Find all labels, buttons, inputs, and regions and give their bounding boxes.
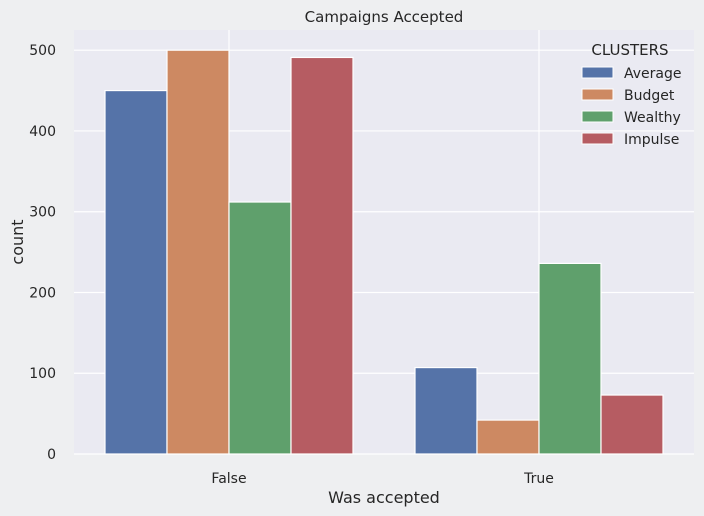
chart-title: Campaigns Accepted	[305, 8, 464, 26]
y-tick-label: 100	[29, 366, 56, 382]
bar-budget-false	[166, 49, 230, 455]
legend-swatch-average	[581, 66, 614, 79]
y-tick-label: 300	[29, 205, 56, 221]
legend-swatch-impulse	[581, 132, 614, 145]
y-axis-label: count	[8, 219, 27, 264]
legend-label-impulse: Impulse	[624, 132, 679, 148]
y-tick-label: 200	[29, 285, 56, 301]
bar-average-false	[104, 89, 168, 455]
y-tick-label: 500	[29, 43, 56, 59]
legend-swatch-wealthy	[581, 110, 614, 123]
bar-average-true	[414, 366, 478, 455]
y-tick-label: 400	[29, 124, 56, 140]
x-ticks: False True	[211, 471, 553, 487]
bar-budget-true	[476, 419, 540, 455]
bar-wealthy-false	[228, 201, 292, 455]
bar-impulse-true	[600, 394, 664, 455]
legend-title: CLUSTERS	[591, 41, 668, 59]
x-axis-label: Was accepted	[328, 488, 440, 507]
x-tick-label: False	[211, 471, 246, 487]
legend-label-average: Average	[624, 66, 682, 82]
bar-wealthy-true	[538, 262, 602, 455]
legend-swatch-budget	[581, 88, 614, 101]
legend-label-wealthy: Wealthy	[624, 110, 681, 126]
y-ticks: 0 100 200 300 400 500	[29, 43, 56, 463]
y-tick-label: 0	[47, 447, 56, 463]
x-tick-label: True	[523, 471, 554, 487]
bars	[104, 49, 664, 455]
legend-label-budget: Budget	[624, 88, 675, 104]
bar-impulse-false	[290, 56, 354, 455]
legend: CLUSTERS Average Budget Wealthy Impulse	[581, 41, 682, 148]
